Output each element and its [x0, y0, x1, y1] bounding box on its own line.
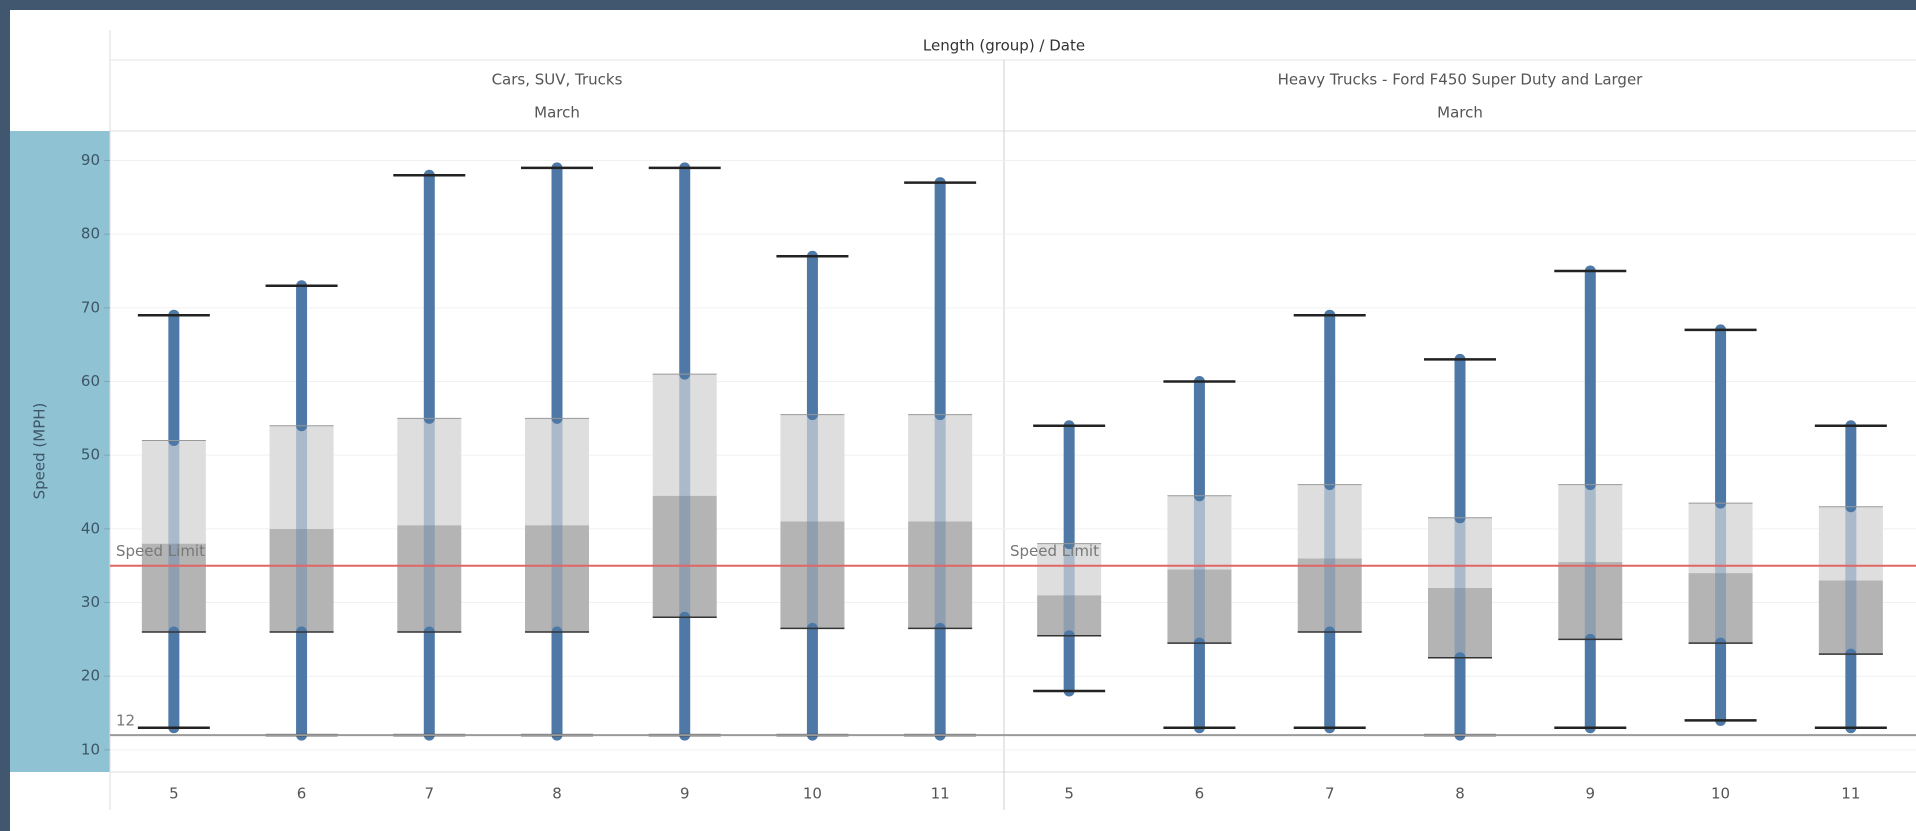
box-upper: [1037, 543, 1102, 596]
y-tick-label: 10: [81, 740, 100, 758]
x-tick-label: 11: [931, 785, 950, 803]
x-tick-label: 6: [297, 785, 307, 803]
box-lower: [1297, 558, 1362, 633]
box-upper: [780, 414, 845, 522]
x-tick-label: 7: [425, 785, 435, 803]
x-tick-label: 11: [1841, 785, 1860, 803]
box-upper: [1558, 484, 1623, 563]
box-upper: [269, 425, 334, 529]
box-lower: [1428, 587, 1492, 658]
x-tick-label: 9: [1586, 785, 1596, 803]
y-tick-label: 50: [81, 446, 100, 464]
box-upper: [652, 374, 717, 496]
box-lower: [652, 495, 717, 618]
box-lower: [1037, 595, 1102, 636]
panel-subtitle: March: [534, 104, 580, 122]
x-tick-label: 7: [1325, 785, 1335, 803]
y-tick-label: 40: [81, 519, 100, 537]
box-lower: [780, 521, 845, 629]
reference-label: Speed Limit: [1010, 542, 1099, 560]
panel-title: Cars, SUV, Trucks: [492, 71, 623, 89]
x-tick-label: 9: [680, 785, 690, 803]
reference-label: Speed Limit: [116, 542, 205, 560]
box-lower: [1558, 562, 1623, 640]
y-tick-label: 30: [81, 593, 100, 611]
chart-title: Length (group) / Date: [923, 37, 1085, 55]
box-upper: [1297, 484, 1362, 559]
box-lower: [908, 521, 973, 629]
y-axis-band: [10, 131, 110, 772]
box-lower: [1818, 580, 1883, 655]
box-upper: [1167, 495, 1232, 570]
box-lower: [141, 543, 206, 633]
box-upper: [397, 418, 462, 526]
box-lower: [1167, 569, 1232, 644]
box-lower: [1688, 573, 1753, 644]
box-upper: [1688, 503, 1753, 574]
x-tick-label: 6: [1195, 785, 1205, 803]
y-tick-label: 80: [81, 225, 100, 243]
x-tick-label: 8: [1455, 785, 1465, 803]
box-lower: [397, 525, 462, 633]
x-tick-label: 10: [803, 785, 822, 803]
panel-title: Heavy Trucks - Ford F450 Super Duty and …: [1278, 71, 1644, 89]
y-tick-label: 20: [81, 667, 100, 685]
x-tick-label: 5: [169, 785, 179, 803]
box-upper: [1818, 506, 1883, 581]
panel-subtitle: March: [1437, 104, 1483, 122]
box-lower: [269, 528, 334, 633]
x-tick-label: 8: [552, 785, 562, 803]
box-lower: [525, 525, 589, 633]
y-tick-label: 70: [81, 298, 100, 316]
y-tick-label: 90: [81, 151, 100, 169]
box-upper: [141, 440, 206, 544]
y-axis-title: Speed (MPH): [31, 403, 49, 500]
x-tick-label: 10: [1711, 785, 1730, 803]
x-tick-label: 5: [1064, 785, 1074, 803]
y-tick-label: 60: [81, 372, 100, 390]
box-upper: [1428, 517, 1492, 588]
reference-label: 12: [116, 712, 135, 730]
box-upper: [908, 414, 973, 522]
box-upper: [525, 418, 589, 526]
